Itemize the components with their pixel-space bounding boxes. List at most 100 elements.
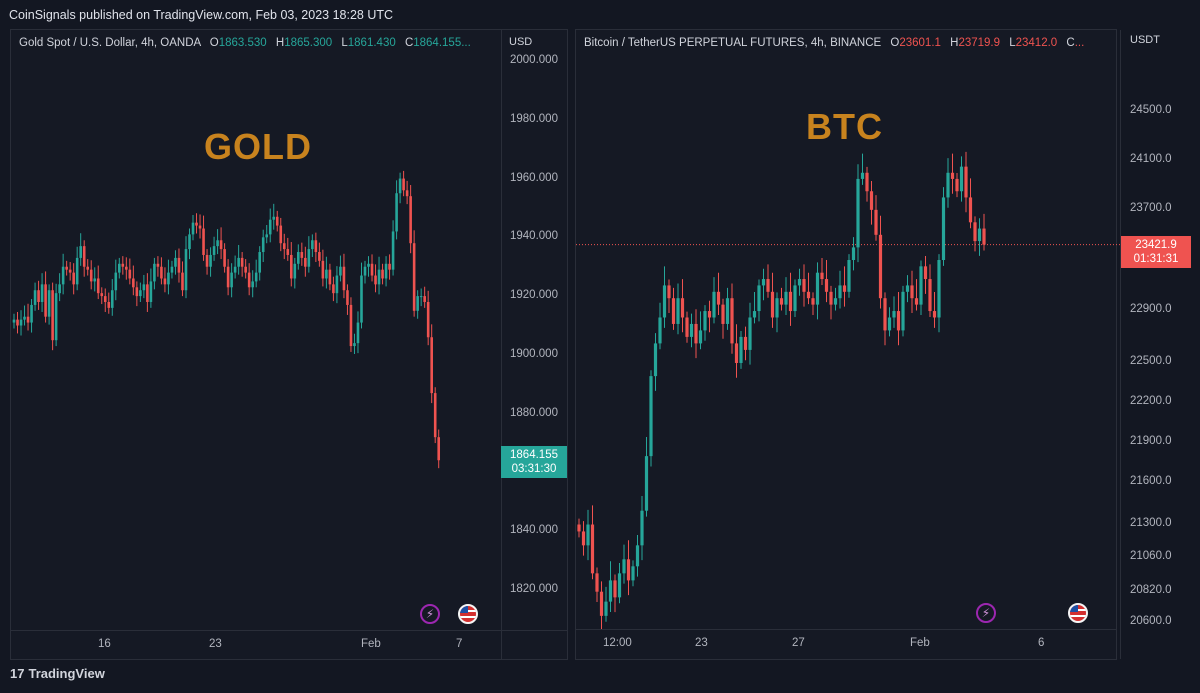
btc-chart-panel[interactable]: Bitcoin / TetherUS PERPETUAL FUTURES, 4h… bbox=[575, 29, 1121, 660]
gold-source: OANDA bbox=[160, 37, 201, 49]
btc-price-axis[interactable]: USDT 24500.0 24100.0 23700.0 22900.0 22500.0… bbox=[1116, 29, 1200, 658]
gold-us-flag-icon[interactable] bbox=[458, 604, 478, 624]
gold-candle-body bbox=[68, 269, 72, 273]
btc-candle-body bbox=[721, 304, 725, 324]
btc-candle-body bbox=[757, 285, 761, 312]
btc-candle-body bbox=[707, 311, 712, 318]
btc-last-price: 23421.9 bbox=[1135, 238, 1177, 251]
btc-candle-body bbox=[617, 573, 622, 598]
btc-candle-body bbox=[887, 317, 892, 331]
tradingview-logo-icon: 17 bbox=[10, 666, 25, 681]
btc-y-tick: 22200.0 bbox=[1130, 394, 1172, 407]
gold-candle-body bbox=[353, 343, 356, 347]
gold-candle-body bbox=[282, 243, 286, 250]
gold-candle-body bbox=[381, 269, 384, 279]
gold-candle-body bbox=[86, 266, 90, 270]
btc-y-tick: 22900.0 bbox=[1130, 303, 1172, 316]
btc-l-label: L bbox=[1009, 37, 1016, 49]
btc-candle-body bbox=[856, 178, 860, 248]
btc-candle-body bbox=[716, 291, 721, 305]
btc-candle-body bbox=[613, 580, 617, 598]
btc-currency: USDT bbox=[1130, 34, 1160, 46]
gold-candle-body bbox=[416, 296, 419, 311]
btc-x-tick: 27 bbox=[792, 637, 805, 649]
btc-candle-body bbox=[968, 197, 973, 223]
gold-candle-body bbox=[332, 284, 335, 294]
btc-y-tick: 23700.0 bbox=[1130, 201, 1172, 214]
btc-candle-body bbox=[860, 172, 865, 179]
gold-countdown: 03:31:30 bbox=[511, 463, 557, 476]
gold-x-tick: 7 bbox=[456, 638, 463, 650]
gold-x-tick: 23 bbox=[209, 638, 222, 650]
gold-candle-body bbox=[79, 246, 82, 258]
gold-candle-body bbox=[265, 234, 269, 238]
gold-candle-body bbox=[391, 231, 395, 270]
gold-candle-body bbox=[223, 249, 226, 267]
gold-candle-body bbox=[272, 216, 276, 220]
btc-events-bolt-icon[interactable]: ⚡ bbox=[976, 603, 996, 623]
gold-candle-body bbox=[398, 178, 402, 194]
btc-candle-body bbox=[901, 291, 905, 331]
btc-candle-body bbox=[941, 197, 946, 261]
gold-candle-body bbox=[321, 260, 325, 279]
gold-candle-body bbox=[125, 266, 128, 270]
gold-candle-body bbox=[202, 228, 205, 255]
btc-candle-body bbox=[703, 311, 707, 331]
btc-candle-body bbox=[631, 566, 635, 581]
gold-candle-body bbox=[26, 316, 30, 323]
gold-candle-body bbox=[286, 249, 290, 255]
gold-interval: 4h bbox=[141, 37, 154, 49]
gold-legend: Gold Spot / U.S. Dollar, 4h, OANDA O1863… bbox=[19, 37, 471, 49]
btc-candle-body bbox=[766, 279, 770, 292]
gold-candle-body bbox=[30, 304, 33, 323]
btc-us-flag-icon[interactable] bbox=[1068, 603, 1088, 623]
btc-candle-body bbox=[811, 298, 815, 305]
gold-candles[interactable] bbox=[11, 30, 501, 630]
btc-candle-body bbox=[851, 247, 856, 261]
btc-candle-body bbox=[964, 166, 968, 198]
btc-candle-body bbox=[959, 166, 964, 192]
btc-candle-body bbox=[937, 260, 941, 318]
btc-candle-body bbox=[608, 580, 613, 602]
gold-candle-body bbox=[142, 284, 146, 291]
btc-candle-body bbox=[950, 172, 955, 179]
btc-candle-body bbox=[712, 291, 716, 318]
btc-x-tick: Feb bbox=[910, 637, 930, 649]
btc-candle-body bbox=[577, 524, 581, 532]
btc-countdown: 01:31:31 bbox=[1133, 252, 1179, 265]
tradingview-footer[interactable]: 17 TradingView bbox=[10, 666, 105, 681]
btc-c-label: C bbox=[1066, 37, 1075, 49]
btc-candle-body bbox=[734, 343, 739, 363]
btc-candle-body bbox=[973, 222, 977, 242]
btc-candle-body bbox=[829, 291, 833, 305]
gold-candle-body bbox=[402, 178, 405, 191]
gold-candle-body bbox=[412, 243, 416, 311]
gold-candle-body bbox=[51, 290, 54, 341]
btc-candle-body bbox=[599, 591, 604, 616]
gold-candle-body bbox=[240, 257, 244, 267]
gold-candle-body bbox=[342, 266, 346, 291]
gold-candle-body bbox=[293, 263, 297, 279]
gold-candle-body bbox=[325, 269, 328, 279]
btc-candle-body bbox=[806, 291, 811, 299]
gold-candle-body bbox=[279, 225, 283, 244]
gold-candle-body bbox=[12, 319, 16, 323]
btc-candle-body bbox=[626, 559, 631, 581]
gold-candle-body bbox=[58, 284, 61, 294]
btc-candle-body bbox=[653, 343, 658, 377]
gold-candle-body bbox=[107, 301, 111, 308]
btc-candle-body bbox=[649, 376, 653, 457]
gold-candle-body bbox=[314, 240, 318, 253]
gold-chart-panel[interactable]: Gold Spot / U.S. Dollar, 4h, OANDA O1863… bbox=[10, 29, 568, 660]
btc-candle-body bbox=[743, 336, 748, 350]
gold-candle-body bbox=[170, 266, 174, 273]
gold-candle-body bbox=[177, 257, 181, 273]
gold-candle-body bbox=[160, 266, 163, 279]
btc-candle-body bbox=[820, 272, 824, 280]
gold-events-bolt-icon[interactable]: ⚡ bbox=[420, 604, 440, 624]
btc-candles[interactable] bbox=[576, 30, 1120, 630]
btc-candle-body bbox=[838, 285, 842, 299]
gold-candle-body bbox=[367, 263, 370, 267]
gold-candle-body bbox=[275, 216, 279, 226]
btc-candle-body bbox=[739, 336, 743, 363]
